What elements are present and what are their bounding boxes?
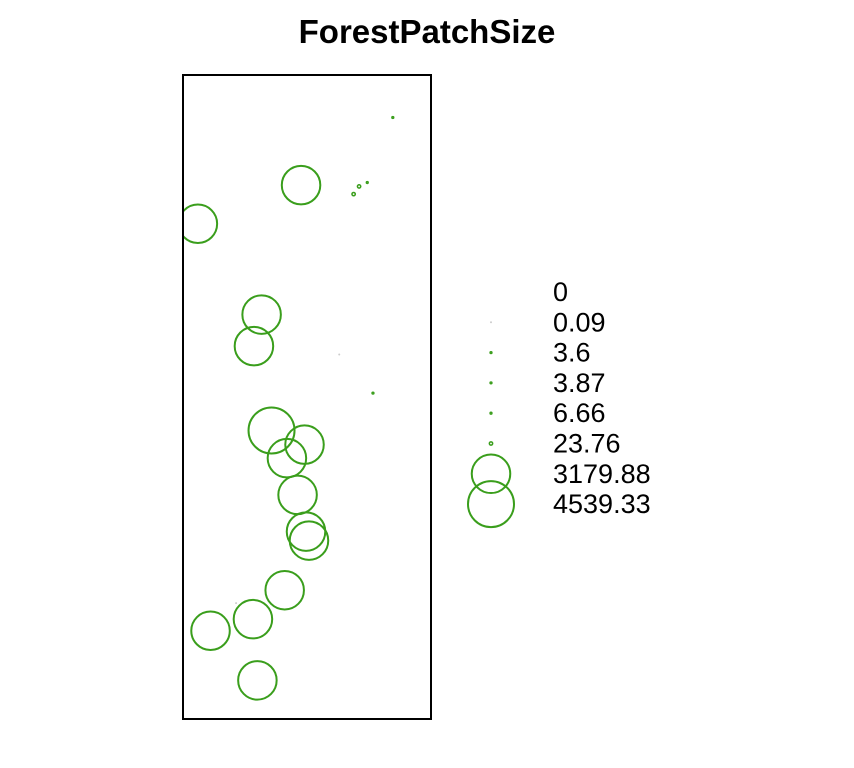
legend-label-8: 4539.33: [553, 489, 651, 519]
data-point-11: [247, 406, 296, 455]
data-point-17: [264, 569, 305, 611]
legend-label-5: 6.66: [553, 398, 606, 428]
data-point-7: [241, 294, 282, 335]
data-point-14: [277, 474, 318, 516]
legend-symbol-7: [470, 453, 512, 495]
data-point-20: [190, 610, 231, 652]
legend-label-2: 0.09: [553, 307, 606, 337]
legend-symbol-3: [489, 350, 493, 355]
plot-frame: [182, 74, 432, 720]
legend-label-7: 3179.88: [553, 459, 651, 489]
data-point-2: [365, 180, 369, 185]
chart-title: ForestPatchSize: [298, 13, 556, 50]
data-point-21: [237, 660, 278, 701]
legend-symbol-2: [490, 321, 492, 324]
data-point-4: [351, 191, 357, 197]
data-point-1: [391, 115, 395, 120]
points-layer: [183, 115, 395, 701]
legend-symbol-8: [467, 480, 515, 529]
data-point-19: [232, 598, 274, 640]
legend-label-4: 3.87: [553, 368, 606, 398]
data-point-16: [288, 520, 330, 561]
data-point-10: [371, 391, 375, 395]
data-point-9: [338, 353, 341, 356]
data-point-6: [183, 203, 219, 245]
data-point-13: [266, 437, 308, 479]
legend-label-1: 0: [553, 277, 568, 307]
data-point-12: [284, 424, 325, 465]
legend-symbol-6: [488, 441, 494, 446]
legend-label-6: 23.76: [553, 429, 621, 459]
legend-symbol-4: [489, 381, 493, 385]
legend-symbol-5: [489, 411, 493, 415]
data-point-18: [235, 602, 238, 605]
legend-label-3: 3.6: [553, 338, 591, 368]
data-point-5: [280, 164, 322, 206]
data-point-3: [356, 183, 362, 189]
data-point-8: [233, 325, 275, 367]
